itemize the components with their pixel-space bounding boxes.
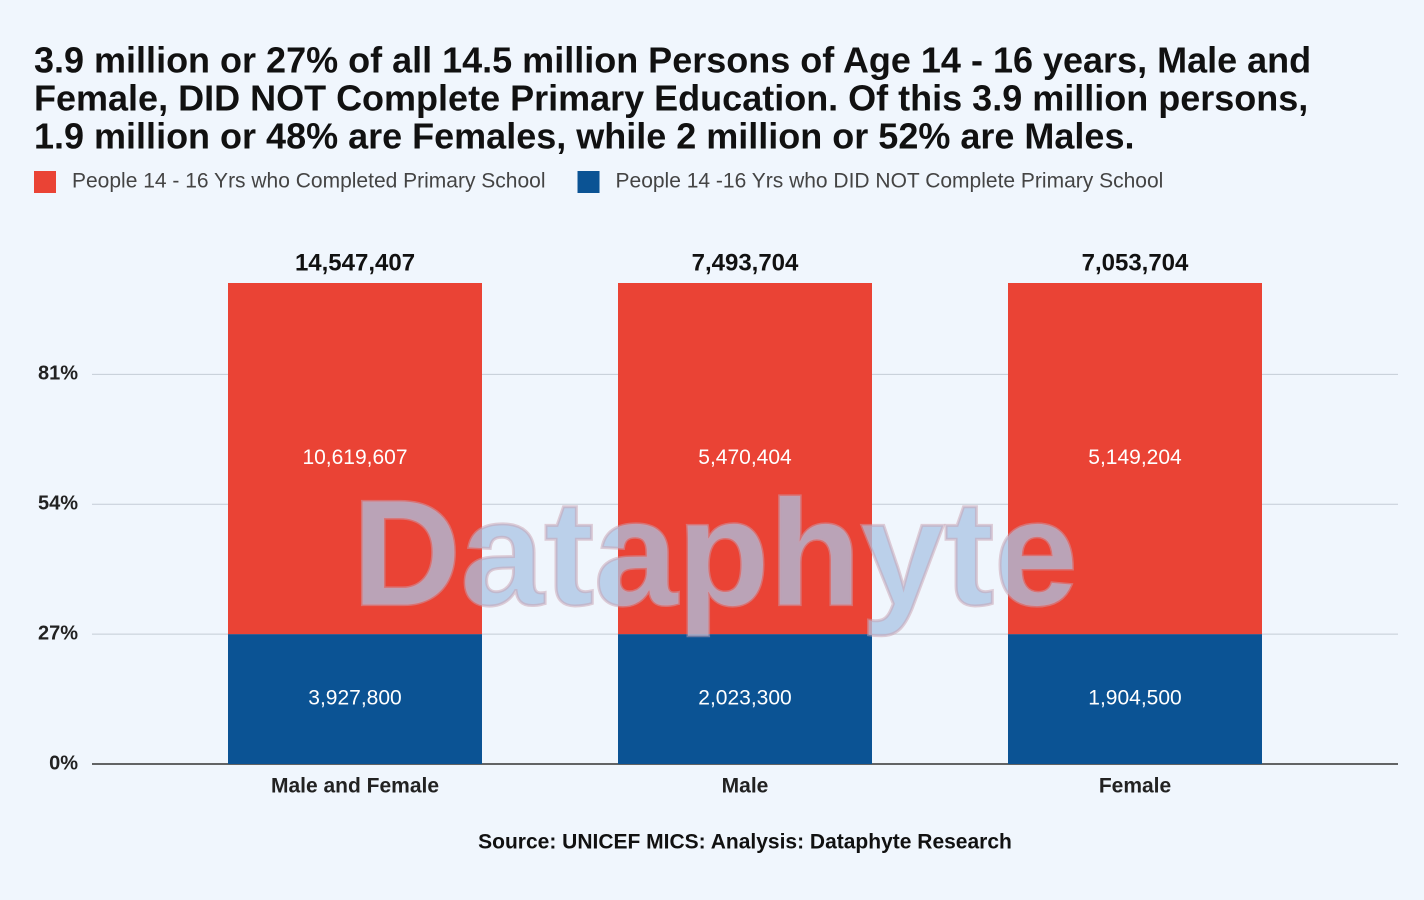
y-tick-label: 81% — [38, 363, 78, 385]
data-label: 1,904,500 — [1088, 687, 1181, 710]
bar-segment — [618, 283, 872, 635]
x-tick-label: Male and Female — [271, 775, 439, 798]
bar-segment — [228, 634, 482, 764]
data-label: 10,619,607 — [302, 446, 407, 469]
total-label: 7,053,704 — [1082, 249, 1189, 276]
source: Source: UNICEF MICS: Analysis: Dataphyte… — [478, 831, 1012, 854]
y-tick-label: 54% — [38, 493, 78, 515]
bar-segment — [228, 283, 482, 635]
data-label: 2,023,300 — [698, 687, 791, 710]
total-label: 7,493,704 — [692, 249, 799, 276]
legend-swatch — [34, 171, 56, 193]
y-tick-label: 27% — [38, 622, 78, 644]
legend-swatch — [577, 171, 600, 193]
chart-title: Female, DID NOT Complete Primary Educati… — [34, 78, 1308, 119]
total-label: 14,547,407 — [295, 249, 415, 276]
data-label: 3,927,800 — [308, 687, 401, 710]
x-tick-label: Male — [722, 775, 769, 798]
data-label: 5,470,404 — [698, 446, 792, 469]
chart-title: 3.9 million or 27% of all 14.5 million P… — [34, 40, 1311, 81]
watermark: Dataphyte — [352, 469, 1077, 637]
legend-label: People 14 -16 Yrs who DID NOT Complete P… — [616, 170, 1164, 193]
data-label: 5,149,204 — [1088, 446, 1182, 469]
bar-segment — [1008, 283, 1262, 635]
chart-title: 1.9 million or 48% are Females, while 2 … — [34, 116, 1134, 157]
y-tick-label: 0% — [49, 752, 78, 774]
bar-segment — [618, 634, 872, 764]
bar-segment — [1008, 634, 1262, 764]
legend-label: People 14 - 16 Yrs who Completed Primary… — [72, 170, 546, 193]
x-tick-label: Female — [1099, 775, 1171, 798]
